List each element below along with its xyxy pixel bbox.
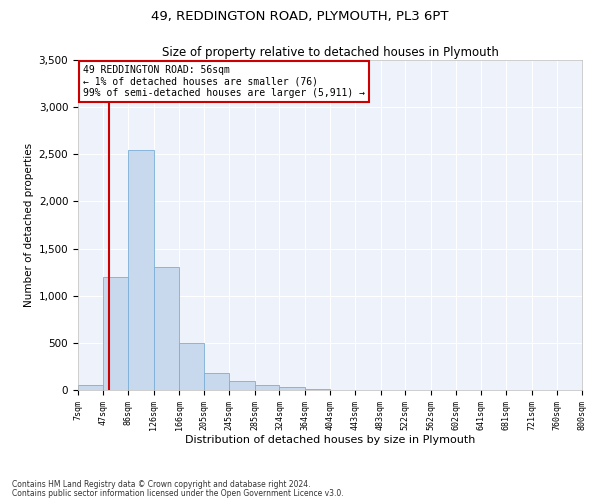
Bar [128, 150, 154, 390]
Bar [154, 268, 179, 390]
Bar [280, 387, 305, 390]
Y-axis label: Number of detached properties: Number of detached properties [25, 143, 34, 307]
Bar [179, 343, 204, 390]
Bar [78, 386, 103, 390]
Text: 49, REDDINGTON ROAD, PLYMOUTH, PL3 6PT: 49, REDDINGTON ROAD, PLYMOUTH, PL3 6PT [151, 10, 449, 23]
Bar [254, 386, 280, 390]
Bar [229, 380, 254, 390]
Text: 49 REDDINGTON ROAD: 56sqm
← 1% of detached houses are smaller (76)
99% of semi-d: 49 REDDINGTON ROAD: 56sqm ← 1% of detach… [83, 65, 365, 98]
X-axis label: Distribution of detached houses by size in Plymouth: Distribution of detached houses by size … [185, 436, 475, 446]
Bar [103, 277, 128, 390]
Bar [305, 389, 331, 390]
Text: Contains HM Land Registry data © Crown copyright and database right 2024.: Contains HM Land Registry data © Crown c… [12, 480, 311, 489]
Bar [204, 373, 229, 390]
Title: Size of property relative to detached houses in Plymouth: Size of property relative to detached ho… [161, 46, 499, 59]
Text: Contains public sector information licensed under the Open Government Licence v3: Contains public sector information licen… [12, 489, 344, 498]
